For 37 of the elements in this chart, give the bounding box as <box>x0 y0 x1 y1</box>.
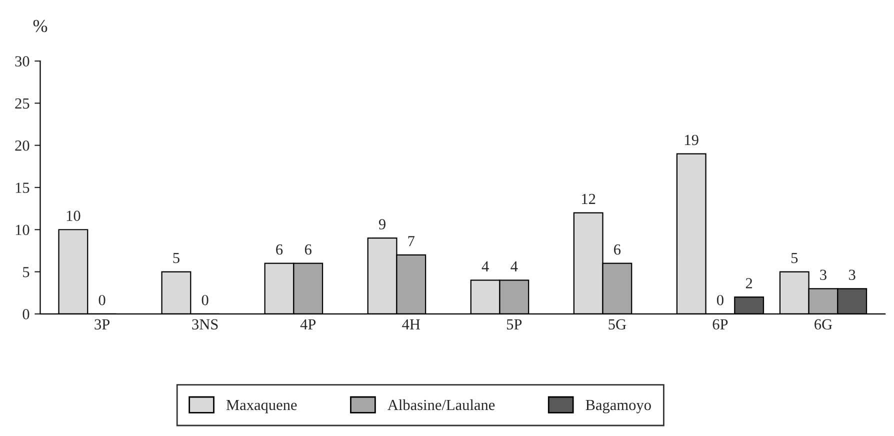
legend-label: Bagamoyo <box>586 400 651 414</box>
data-label: 4 <box>482 261 489 272</box>
legend-label: Maxaquene <box>226 400 297 414</box>
x-tick-label: 6P <box>712 319 728 330</box>
data-label: 4 <box>510 261 518 272</box>
x-tick-label: 3NS <box>192 319 218 330</box>
data-label: 0 <box>98 294 106 306</box>
data-label: 3 <box>849 270 856 280</box>
legend-label: Albasine/Laulane <box>388 399 495 410</box>
x-tick-label: 3P <box>94 319 110 330</box>
data-label: 3 <box>820 270 826 280</box>
x-tick-label: 6G <box>814 319 832 330</box>
y-tick-label: 15 <box>16 182 30 193</box>
y-axis-title: % <box>33 20 48 32</box>
x-tick-label: 5P <box>506 319 522 330</box>
data-label: 5 <box>791 252 798 264</box>
data-label: 6 <box>304 244 312 255</box>
data-label: 10 <box>66 210 80 221</box>
y-tick-label: 10 <box>16 224 30 236</box>
data-label: 12 <box>582 194 596 204</box>
data-label: 6 <box>614 244 621 255</box>
data-label: 0 <box>202 294 208 306</box>
data-label: 9 <box>378 219 386 230</box>
y-tick-label: 20 <box>15 140 30 151</box>
y-tick-label: 30 <box>15 56 30 66</box>
x-tick-label: 4P <box>300 319 316 330</box>
data-label: 0 <box>716 294 724 306</box>
y-tick-label: 5 <box>23 267 30 278</box>
y-tick-label: 0 <box>22 309 30 320</box>
data-label: 19 <box>685 134 698 146</box>
x-tick-label: 5G <box>608 319 626 330</box>
data-label: 5 <box>173 252 180 264</box>
data-label: 2 <box>746 278 752 288</box>
data-label: 7 <box>408 236 415 246</box>
data-label: 6 <box>276 244 283 255</box>
y-tick-label: 25 <box>15 98 30 109</box>
x-tick-label: 4H <box>402 319 420 330</box>
